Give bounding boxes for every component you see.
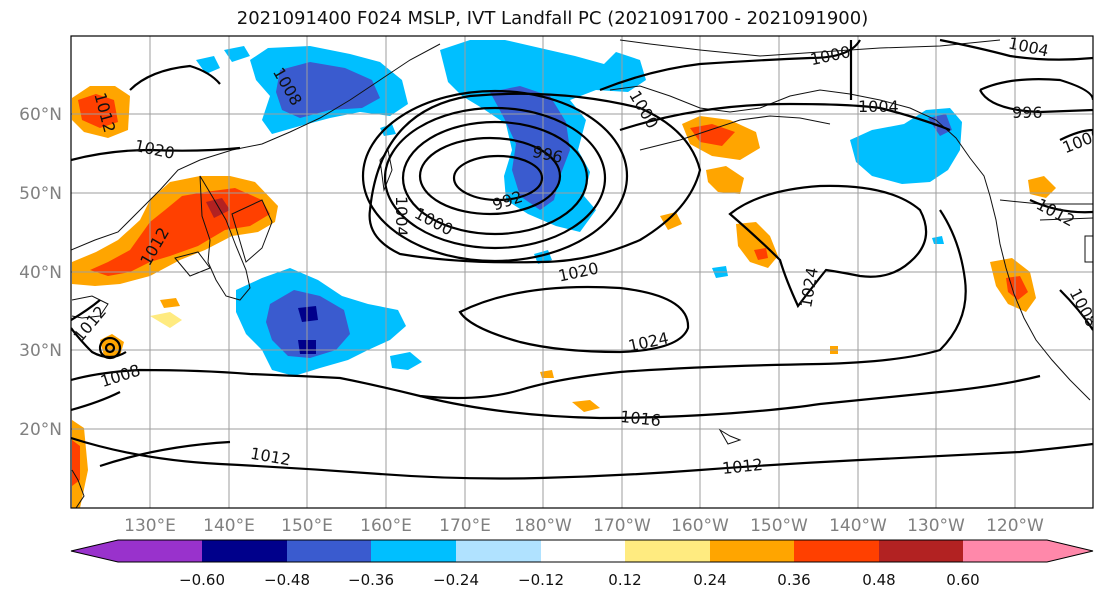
lon-tick: 180°W xyxy=(514,516,572,536)
colorbar-max-extend xyxy=(1047,540,1093,562)
lon-tick: 150°W xyxy=(750,516,808,536)
lon-tick: 160°E xyxy=(360,516,412,536)
colorbar-tick: −0.48 xyxy=(264,571,310,589)
contour-label: 1004 xyxy=(858,97,899,116)
colorbar-tick: 0.12 xyxy=(608,571,641,589)
lon-tick: 170°W xyxy=(593,516,651,536)
map-frame xyxy=(70,35,1094,509)
lat-tick: 60°N xyxy=(19,105,62,125)
lon-tick: 120°W xyxy=(986,516,1044,536)
lon-tick: 160°W xyxy=(671,516,729,536)
coastlines xyxy=(71,39,1093,508)
colorbar-segment xyxy=(794,540,879,562)
colorbar-tick: −0.24 xyxy=(433,571,479,589)
colorbar-segment xyxy=(625,540,710,562)
colorbar-tick: −0.60 xyxy=(179,571,225,589)
colorbar-tick: 0.36 xyxy=(777,571,810,589)
colorbar-segment xyxy=(963,540,1047,562)
colorbar-segment xyxy=(287,540,371,562)
lon-tick: 150°E xyxy=(281,516,333,536)
lon-tick: 140°E xyxy=(203,516,255,536)
mslp-contours xyxy=(71,38,1093,480)
graticule xyxy=(71,36,1093,508)
lat-tick: 40°N xyxy=(19,263,62,283)
colorbar-segment xyxy=(202,540,287,562)
colorbar-segment xyxy=(879,540,963,562)
contour-label: 1004 xyxy=(392,196,411,237)
colorbar-tick: −0.36 xyxy=(348,571,394,589)
colorbar: −0.60 −0.48 −0.36 −0.24 −0.12 0.12 0.24 … xyxy=(70,539,1094,589)
plot-title: 2021091400 F024 MSLP, IVT Landfall PC (2… xyxy=(236,8,869,29)
colorbar-ticks: −0.60 −0.48 −0.36 −0.24 −0.12 0.12 0.24 … xyxy=(179,571,980,589)
colorbar-segment xyxy=(710,540,794,562)
colorbar-tick: −0.12 xyxy=(518,571,564,589)
colorbar-segment xyxy=(541,540,625,562)
longitude-ticks: 130°E 140°E 150°E 160°E 170°E 180°W 170°… xyxy=(124,516,1044,536)
colorbar-outline xyxy=(70,539,1094,563)
colorbar-tick: 0.60 xyxy=(946,571,979,589)
ivt-negative-shading xyxy=(196,40,962,376)
contour-label: 1016 xyxy=(619,407,661,430)
lat-tick: 20°N xyxy=(19,420,62,440)
colorbar-min-extend xyxy=(71,540,118,562)
lon-tick: 130°E xyxy=(124,516,176,536)
lat-tick: 50°N xyxy=(19,184,62,204)
colorbar-segment xyxy=(118,540,202,562)
lon-tick: 140°W xyxy=(829,516,887,536)
contour-label: 1012 xyxy=(721,455,763,478)
lon-tick: 170°E xyxy=(439,516,491,536)
colorbar-tick: 0.48 xyxy=(862,571,895,589)
colorbar-tick: 0.24 xyxy=(693,571,726,589)
colorbar-segment xyxy=(371,540,456,562)
latitude-ticks: 60°N 50°N 40°N 30°N 20°N xyxy=(19,105,62,440)
contour-label: 996 xyxy=(1012,103,1043,122)
lat-tick: 30°N xyxy=(19,341,62,361)
lon-tick: 130°W xyxy=(907,516,965,536)
colorbar-segment xyxy=(456,540,541,562)
